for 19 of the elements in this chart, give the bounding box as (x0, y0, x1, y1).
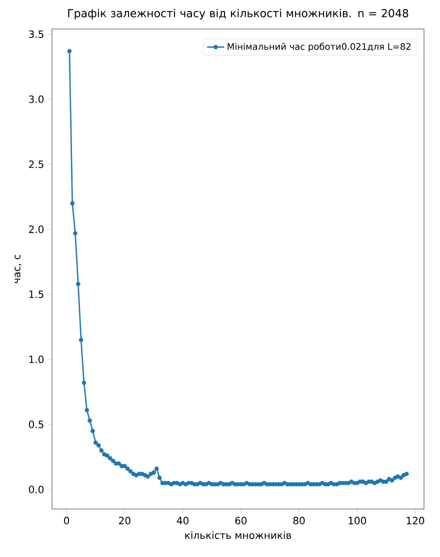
x-axis-title: кількість множників (185, 531, 292, 539)
y-tick-label: 1.0 (29, 356, 44, 364)
x-tick-label: 120 (406, 516, 424, 524)
y-tick-label: 2.5 (29, 160, 44, 168)
y-tick-label: 3.5 (29, 30, 44, 38)
x-tick-label: 20 (119, 516, 130, 524)
y-axis-title: час, с (14, 254, 22, 283)
x-tick-label: 60 (235, 516, 247, 524)
legend-label: Мінімальний час роботи0.021для L=82 (228, 42, 410, 52)
y-tick-label: 0.0 (28, 486, 44, 494)
x-tick-label: 40 (176, 516, 188, 524)
y-tick-label: 2.0 (29, 226, 44, 234)
x-tick-label: 0 (64, 516, 70, 524)
y-tick-label: 1.5 (29, 290, 44, 298)
chart-title: Графік залежності часу від кількості множників. n = 2048 (68, 8, 408, 20)
y-tick-label: 0.5 (28, 420, 44, 428)
x-tick-label: 80 (293, 516, 305, 524)
y-tick-label: 3.0 (29, 95, 44, 104)
x-tick-label: 100 (348, 516, 366, 524)
